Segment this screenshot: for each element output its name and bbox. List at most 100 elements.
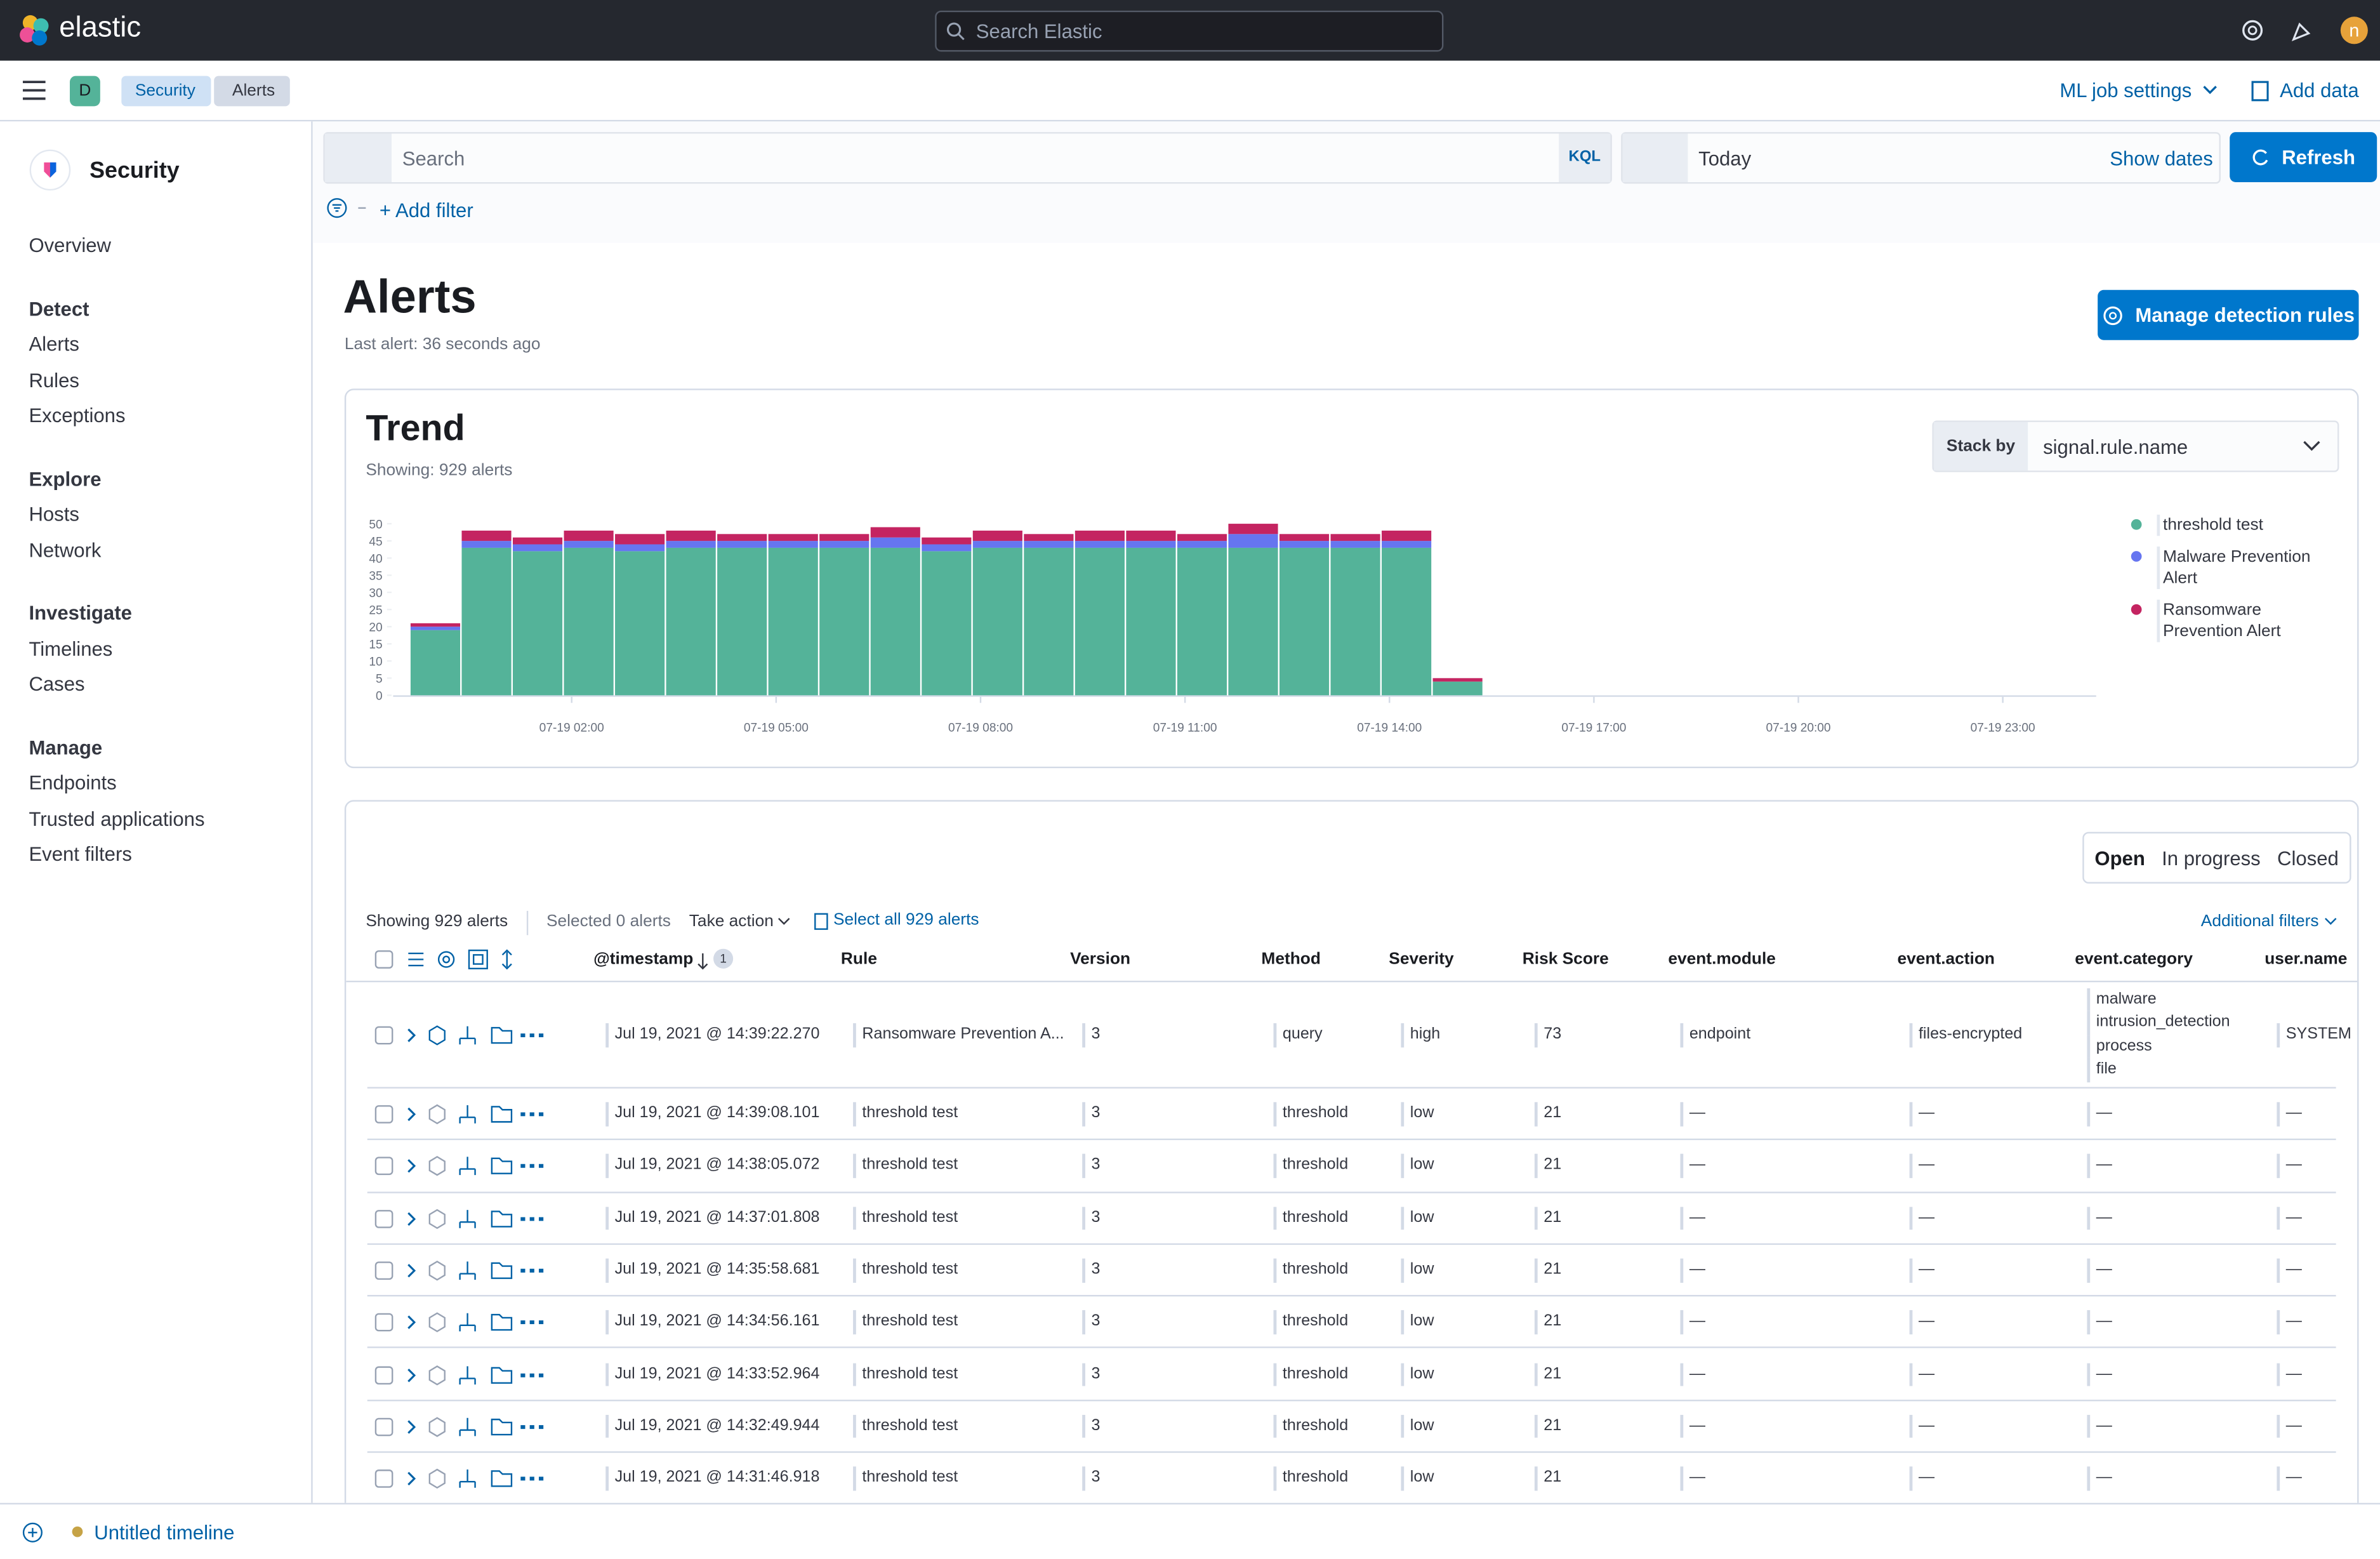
saved-query-button[interactable] <box>324 133 392 182</box>
column-header[interactable]: event.category <box>2075 950 2193 969</box>
nav-item[interactable]: Hosts <box>29 502 79 526</box>
space-badge[interactable]: D <box>70 76 100 107</box>
row-checkbox[interactable] <box>374 1026 393 1045</box>
legend-entry[interactable]: threshold test <box>2131 514 2327 536</box>
news-icon[interactable] <box>2291 18 2315 43</box>
nav-item[interactable]: Exceptions <box>29 404 126 427</box>
cell-value: files-encrypted <box>1909 1023 2022 1047</box>
nav-item[interactable]: Timelines <box>29 637 113 660</box>
row-checkbox[interactable] <box>374 1209 393 1228</box>
cell-value[interactable]: threshold test <box>853 1206 958 1230</box>
nav-item[interactable]: Cases <box>29 672 85 696</box>
column-header[interactable]: event.module <box>1668 950 1776 969</box>
take-action[interactable]: Take action <box>689 912 774 931</box>
bar-segment <box>1074 530 1125 541</box>
cell-value[interactable]: threshold test <box>853 1414 958 1438</box>
avatar[interactable]: n <box>2340 17 2368 44</box>
bar-segment <box>564 547 614 696</box>
nav-item[interactable]: Network <box>29 538 102 561</box>
row-checkbox[interactable] <box>374 1105 393 1124</box>
row-checkbox[interactable] <box>374 1261 393 1280</box>
x-tick-label: 07-19 11:00 <box>1153 722 1217 735</box>
language-toggle[interactable]: KQL <box>1559 133 1611 182</box>
header-bar: elastic Search Elastic n <box>0 0 2380 61</box>
cell-value[interactable]: threshold test <box>853 1310 958 1334</box>
ml-job-settings[interactable]: ML job settings <box>2059 79 2192 102</box>
timeline-icon <box>491 1158 513 1175</box>
menu-icon[interactable] <box>22 81 46 100</box>
legend-entry[interactable]: Ransomware Prevention Alert <box>2131 599 2327 642</box>
analyze-icon <box>428 1365 446 1385</box>
row-checkbox[interactable] <box>374 1365 393 1384</box>
date-picker[interactable]: Today Show dates <box>1621 132 2221 184</box>
graph-icon <box>459 1261 476 1280</box>
manage-rules-button[interactable]: Manage detection rules <box>2098 289 2359 340</box>
chevron <box>2303 441 2320 451</box>
column-header[interactable]: event.action <box>1897 950 1995 969</box>
status-tab[interactable]: Open <box>2094 846 2145 870</box>
cell-value: Jul 19, 2021 @ 14:34:56.161 <box>605 1310 819 1334</box>
cell-value: 3 <box>1082 1023 1101 1047</box>
filter-menu-icon[interactable] <box>326 197 369 218</box>
column-header[interactable]: @timestamp <box>593 950 694 969</box>
add-timeline-icon[interactable] <box>21 1521 44 1544</box>
cell-value[interactable]: threshold test <box>853 1466 958 1490</box>
analyze-icon <box>428 1261 446 1281</box>
status-tab[interactable]: Closed <box>2277 846 2339 870</box>
date-quick-menu[interactable] <box>1622 133 1688 182</box>
global-search[interactable]: Search Elastic <box>935 10 1444 52</box>
timeline-title[interactable]: Untitled timeline <box>94 1521 235 1544</box>
nav-item[interactable]: Alerts <box>29 332 79 355</box>
bar-segment <box>922 551 972 696</box>
nav-item[interactable]: Event filters <box>29 842 132 866</box>
add-data[interactable]: Add data <box>2280 79 2359 102</box>
breadcrumb[interactable]: Security <box>121 76 211 107</box>
cell-value: 3 <box>1082 1154 1101 1178</box>
cell-value: — <box>2087 1362 2112 1386</box>
column-header[interactable]: Rule <box>840 950 877 969</box>
expand-icon <box>407 1472 416 1486</box>
table-row: Jul 19, 2021 @ 14:32:49.944 threshold tes… <box>367 1401 2336 1453</box>
cell-value: — <box>2087 1466 2112 1490</box>
nav-item[interactable]: Endpoints <box>29 771 117 794</box>
show-dates[interactable]: Show dates <box>2110 147 2213 170</box>
column-header[interactable]: Risk Score <box>1522 950 1609 969</box>
help-icon[interactable] <box>2240 18 2264 43</box>
status-tab[interactable]: In progress <box>2162 846 2261 870</box>
row-checkbox[interactable] <box>374 1469 393 1489</box>
cell-value: 73 <box>1534 1023 1561 1047</box>
refresh-button[interactable]: Refresh <box>2230 132 2377 182</box>
column-header[interactable]: Method <box>1261 950 1321 969</box>
bar-segment <box>870 547 920 696</box>
nav-item[interactable]: Trusted applications <box>29 807 205 830</box>
bar-segment <box>1177 547 1227 696</box>
add-filter[interactable]: + Add filter <box>379 199 473 222</box>
cell-value: — <box>2087 1102 2112 1126</box>
graph-icon <box>459 1209 476 1228</box>
cell-value[interactable]: threshold test <box>853 1154 958 1178</box>
expand-icon <box>407 1028 416 1042</box>
cell-value: malware <box>2087 988 2230 1012</box>
column-header[interactable]: Severity <box>1389 950 1454 969</box>
nav-item[interactable]: Overview <box>29 234 112 257</box>
query-input[interactable]: Search KQL <box>323 132 1612 184</box>
cell: malware intrusion_detection process file <box>2087 988 2230 1082</box>
select-all[interactable]: Select all 929 alerts <box>833 910 979 929</box>
timeline-icon <box>491 1418 513 1436</box>
row-checkbox[interactable] <box>374 1313 393 1332</box>
x-tick-label: 07-19 23:00 <box>1971 722 2035 735</box>
cell-value[interactable]: Ransomware Prevention A... <box>853 1023 1064 1047</box>
y-tick-label: 20 <box>369 621 382 634</box>
additional-filters[interactable]: Additional filters <box>2200 912 2319 931</box>
row-checkbox[interactable] <box>374 1157 393 1176</box>
cell-value: Jul 19, 2021 @ 14:39:22.270 <box>605 1023 819 1047</box>
column-header[interactable]: Version <box>1070 950 1131 969</box>
column-header[interactable]: user.name <box>2264 950 2348 969</box>
cell-value[interactable]: threshold test <box>853 1362 958 1386</box>
legend-entry[interactable]: Malware Prevention Alert <box>2131 546 2327 589</box>
stack-by-select[interactable]: Stack by signal.rule.name <box>1932 420 2339 472</box>
nav-item[interactable]: Rules <box>29 368 79 391</box>
cell-value[interactable]: threshold test <box>853 1102 958 1126</box>
cell-value[interactable]: threshold test <box>853 1258 958 1282</box>
row-checkbox[interactable] <box>374 1417 393 1436</box>
